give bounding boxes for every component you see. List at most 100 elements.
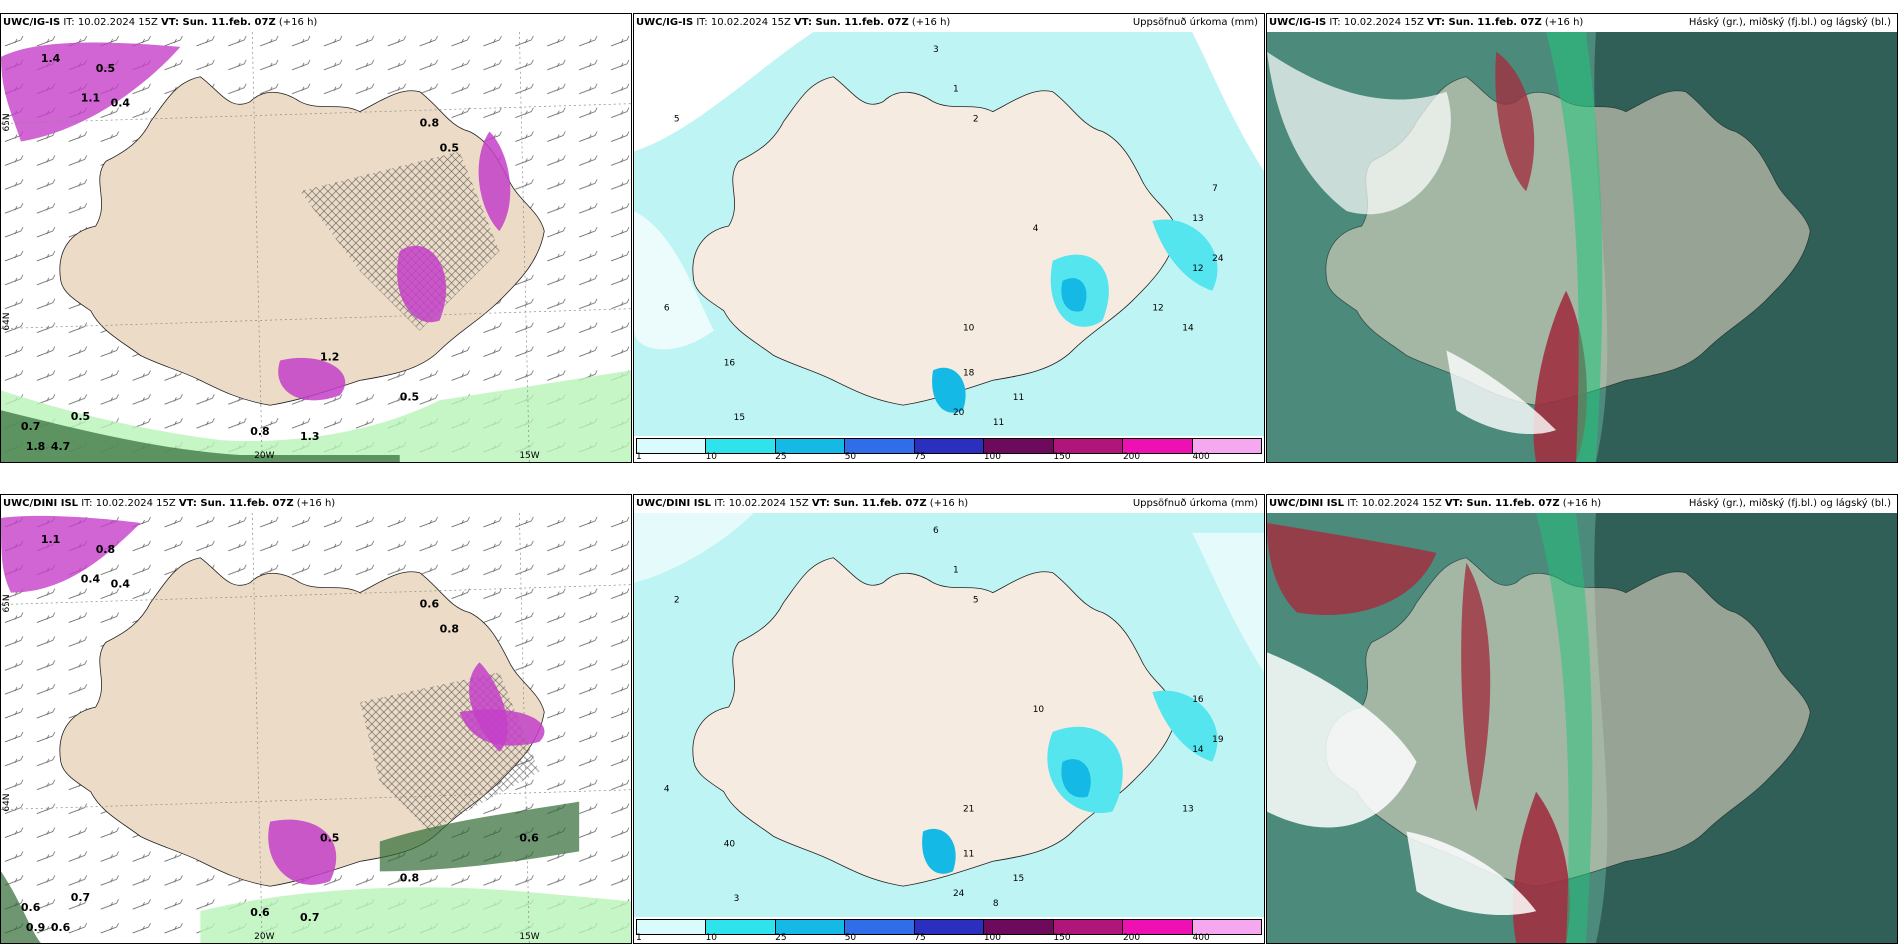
- cloud-layer-low: [1446, 350, 1557, 435]
- precip-patch: [478, 131, 511, 232]
- wind-map-svg: 20W 15W 65N 64N 1.41.1 0.40.50.80.50.51.3…: [1, 32, 631, 462]
- wind-value-label: 0.7: [300, 911, 319, 924]
- cloud-map-svg: [1267, 32, 1897, 462]
- colorbar-tick: 150: [1053, 933, 1071, 943]
- colorbar-swatches: [636, 438, 1262, 454]
- colorbar-swatch: [845, 920, 915, 934]
- lat-label: 64N: [2, 794, 12, 812]
- precip-value-label: 1: [953, 85, 959, 95]
- precip-value-label: 19: [1212, 735, 1224, 745]
- model-name: UWC/DINI ISL: [1269, 498, 1345, 509]
- precip-value-label: 11: [1013, 393, 1024, 403]
- precip-value-label: 13: [1182, 805, 1193, 815]
- map-area: 20W 15W 65N 64N 1.1 0.4 0.4 0.8 0.6 0.8 0.8 0.7…: [1, 513, 631, 943]
- colorbar: 1 10 25 50 75 100 150 200 400: [634, 436, 1264, 462]
- cloud-map-top: UWC/IG-IS IT: 10.02.2024 15Z VT: Sun. 11…: [1266, 13, 1898, 463]
- model-name: UWC/IG-IS: [3, 17, 61, 28]
- colorbar-tick: 150: [1053, 452, 1071, 462]
- wind-value-label: 0.7: [21, 420, 40, 433]
- panel-header: UWC/DINI ISL IT: 10.02.2024 15Z VT: Sun.…: [1, 495, 631, 513]
- panel-header: UWC/IG-IS IT: 10.02.2024 15Z VT: Sun. 11…: [1267, 14, 1897, 32]
- panel-header: UWC/DINI ISL IT: 10.02.2024 15Z VT: Sun.…: [634, 495, 1264, 513]
- precip-value-label: 15: [734, 413, 745, 423]
- precip-value-label: 18: [963, 368, 975, 378]
- colorbar-tick: 25: [775, 452, 787, 462]
- precip-value-label: 15: [1013, 874, 1024, 884]
- wind-value-label: 0.5: [440, 141, 459, 154]
- colorbar-tick: 10: [705, 452, 718, 462]
- colorbar-tick: 25: [775, 933, 787, 943]
- precip-value-label: 4: [1033, 224, 1039, 234]
- precip-value-label: 24: [953, 889, 965, 899]
- colorbar-swatch: [914, 439, 985, 453]
- cloud-layer-mid: [1533, 290, 1587, 462]
- wind-value-label: 0.6: [51, 921, 71, 934]
- precip-patch: [932, 367, 966, 413]
- colorbar-tick: 400: [1192, 933, 1210, 943]
- wind-value-label: 1.1: [81, 92, 100, 105]
- colorbar-swatch: [1053, 920, 1124, 934]
- precip-value-label: 20: [953, 408, 965, 418]
- lead-time: (+16 h): [293, 498, 336, 509]
- wind-value-label: 1.4: [41, 52, 61, 65]
- init-time: IT: 10.02.2024 15Z: [78, 498, 179, 509]
- lead-time: (+16 h): [275, 17, 318, 28]
- green-band: [200, 887, 631, 943]
- wind-map-bottom: UWC/DINI ISL IT: 10.02.2024 15Z VT: Sun.…: [0, 494, 632, 944]
- cloud-layer-mid: [1461, 562, 1491, 812]
- cloud-map-svg: [1267, 513, 1897, 943]
- map-area: 6 1 5 2 4 10 14 13 11 24 15 19 40 3 8 16 21: [634, 513, 1264, 917]
- precip-value-label: 12: [1192, 264, 1203, 274]
- lead-time: (+16 h): [926, 498, 969, 509]
- colorbar-swatch: [1123, 920, 1193, 934]
- precip-patch: [1152, 690, 1218, 762]
- cloud-layer-low: [1267, 652, 1417, 828]
- wind-value-label: 0.7: [71, 891, 90, 904]
- wind-value-label: 0.8: [96, 543, 115, 556]
- colorbar-tick: 200: [1122, 452, 1141, 462]
- precip-value-label: 6: [664, 304, 670, 314]
- map-area: 3 1 2 5 6 4 12 14 18 20 11 24 16 15 11 13 10 12 7: [634, 32, 1264, 436]
- lon-label: 15W: [519, 451, 539, 461]
- precip-value-label: 10: [963, 324, 975, 334]
- map-area: [1267, 513, 1897, 943]
- wind-value-label: 4.7: [51, 440, 70, 453]
- init-time: IT: 10.02.2024 15Z: [1326, 17, 1428, 28]
- colorbar-ticks: 1 10 25 50 75 100 150 200 400: [636, 452, 1262, 462]
- wind-map-svg: 20W 15W 65N 64N 1.10.4 0.40.80.60.80.80.7…: [1, 513, 631, 943]
- lon-label: 20W: [254, 932, 274, 942]
- colorbar-swatch: [1192, 439, 1261, 453]
- precip-patch: [922, 828, 956, 874]
- colorbar-tick: 400: [1192, 452, 1210, 462]
- wind-value-label: 0.6: [420, 598, 440, 611]
- wind-value-label: 0.4: [81, 573, 101, 586]
- wind-value-label: 1.3: [300, 430, 319, 443]
- colorbar-tick: 100: [983, 933, 1001, 943]
- valid-time: VT: Sun. 11.feb. 07Z: [161, 17, 276, 28]
- iceland-outline: [692, 76, 1178, 406]
- colorbar-tick: 50: [844, 933, 857, 943]
- precip-value-label: 2: [674, 596, 680, 606]
- precip-map-bottom: UWC/DINI ISL IT: 10.02.2024 15Z VT: Sun.…: [633, 494, 1265, 944]
- model-name: UWC/DINI ISL: [3, 498, 79, 509]
- wind-value-label: 0.9: [26, 921, 45, 934]
- wind-map-top: UWC/IG-IS IT: 10.02.2024 15Z VT: Sun. 11…: [0, 13, 632, 463]
- wind-value-label: 0.8: [400, 871, 419, 884]
- green-band: [1, 370, 631, 462]
- panel-title: Háský (gr.), miðský (fj.bl.) og lágský (…: [1688, 498, 1891, 509]
- cloud-layer-mid: [1495, 51, 1535, 192]
- cloud-layer-mid: [1267, 522, 1437, 616]
- cloud-band: [1546, 32, 1603, 462]
- precip-value-label: 3: [933, 45, 939, 55]
- dry-area: [634, 513, 754, 583]
- precip-patch: [1, 515, 141, 593]
- precip-value-label: 40: [724, 839, 736, 849]
- iceland-outline: [692, 557, 1178, 887]
- colorbar-swatch: [1053, 439, 1124, 453]
- precip-patch: [397, 245, 447, 323]
- green-band: [379, 801, 580, 872]
- colorbar-swatch: [984, 439, 1054, 453]
- precip-value-label: 21: [963, 805, 974, 815]
- colorbar-swatches: [636, 919, 1262, 935]
